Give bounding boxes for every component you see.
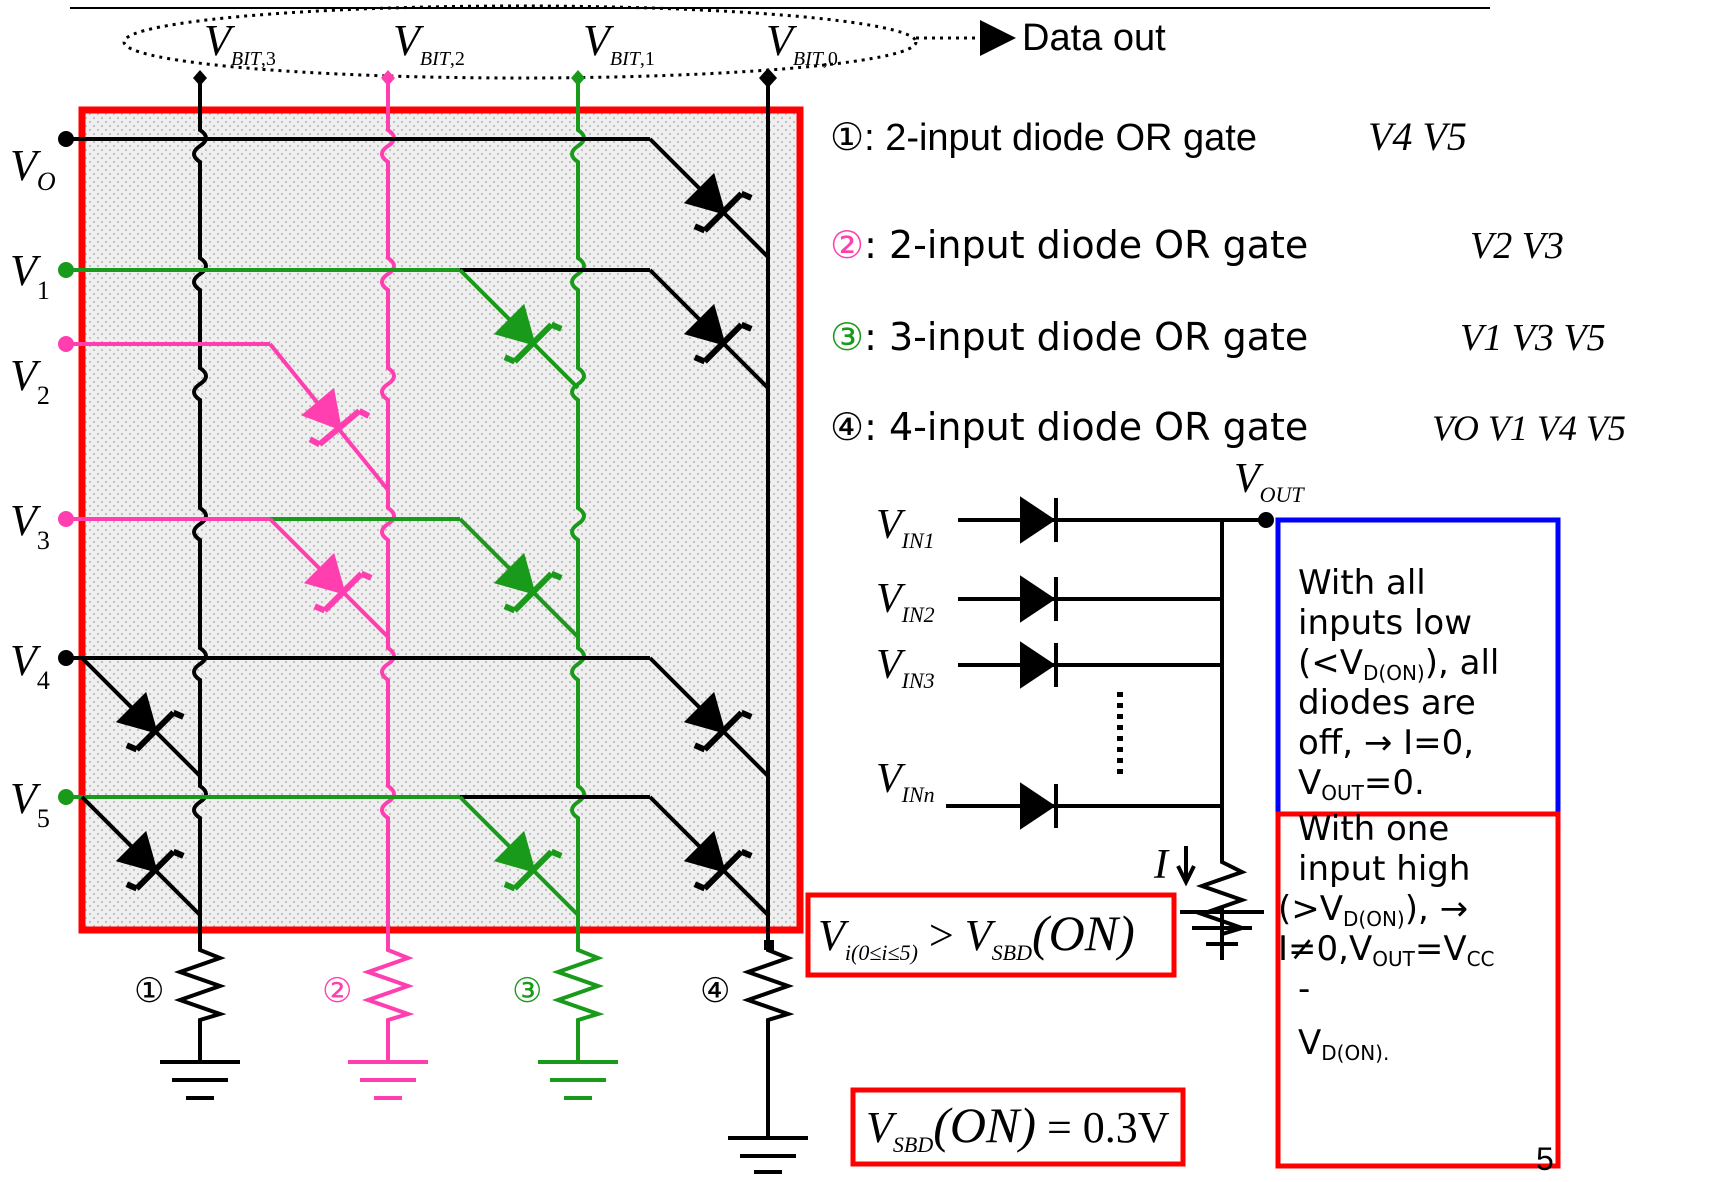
diode-v5-b3 — [80, 795, 202, 917]
vout-label: VOUT — [1234, 456, 1305, 507]
or-gate-schematic — [946, 496, 1274, 960]
formula-1: Vi(0≤i≤5) > VSBD(ON) — [818, 905, 1135, 965]
all-low-text: With all inputs low (<VD(ON)), all diode… — [1298, 563, 1510, 805]
vinn-label: VINn — [876, 756, 935, 807]
bitline-0-node — [759, 68, 777, 88]
wordline-v1 — [58, 262, 460, 278]
bitline-1 — [570, 78, 586, 950]
gate-1-inputs: V4 V5 — [1368, 114, 1467, 159]
diode-v4-b3 — [80, 656, 202, 778]
resistor-2 — [348, 945, 428, 1100]
diode-v1-b1 — [458, 268, 580, 390]
bitline-2 — [380, 78, 396, 950]
diode-v2-b2 — [268, 342, 390, 492]
gate-2-inputs: V2 V3 — [1470, 225, 1564, 267]
gate-1-text: ①: 2-input diode OR gate — [830, 117, 1257, 159]
wordline-v5-label: V5 — [10, 774, 50, 833]
diode-v5-b0 — [648, 795, 770, 917]
current-label: I — [1153, 842, 1170, 888]
data-out-ellipse — [122, 4, 918, 80]
data-out-label: Data out — [1022, 17, 1166, 59]
wordline-v2 — [58, 336, 270, 352]
diode-v1-b0 — [648, 268, 770, 390]
formula-2: VSBD(ON) = 0.3V — [866, 1097, 1170, 1157]
gate-4-inputs: VO V1 V4 V5 — [1432, 408, 1626, 448]
diode-v3-b1 — [458, 517, 580, 639]
bitline-3 — [192, 78, 208, 950]
diode-v4-b0 — [648, 656, 770, 778]
diode-v5-b1 — [458, 795, 580, 917]
bitline-2-label: VBIT,2 — [393, 16, 465, 70]
bitline-1-label: VBIT,1 — [583, 16, 655, 70]
resistor-4 — [728, 945, 808, 1174]
diode-vo-b0 — [648, 137, 770, 259]
resistor-2-marker: ② — [322, 971, 352, 1011]
gate-3-text: ③: 3-input diode OR gate — [830, 315, 1308, 359]
bitline-2-node — [381, 70, 395, 86]
formula-2-box — [850, 1087, 1186, 1167]
resistor-4-marker: ④ — [700, 971, 730, 1011]
wordline-vo-label: VO — [10, 141, 56, 196]
wordline-v4-label: V4 — [10, 636, 50, 695]
bitline-3-node — [193, 70, 207, 86]
one-high-text: With one input high (>VD(ON)), → I≠0,VOU… — [1278, 809, 1505, 1065]
page-number: 5 — [1536, 1141, 1554, 1177]
wordline-v3 — [58, 511, 270, 527]
resistor-3-marker: ③ — [512, 971, 542, 1011]
wordline-v1-label: V1 — [10, 246, 50, 305]
diode-v3-b2 — [268, 517, 390, 639]
wordline-v2-label: V2 — [10, 351, 50, 410]
formula-1-box — [805, 892, 1177, 978]
wordline-v5 — [58, 789, 460, 805]
vin1-label: VIN1 — [876, 502, 935, 553]
bitline-1-node — [571, 70, 585, 86]
resistor-1 — [160, 945, 240, 1100]
vin2-label: VIN2 — [876, 576, 935, 627]
gate-2-text: ②: 2-input diode OR gate — [830, 223, 1308, 267]
gate-4-text: ④: 4-input diode OR gate — [830, 405, 1308, 449]
all-low-box — [1275, 517, 1561, 817]
resistor-1-marker: ① — [134, 971, 164, 1011]
wordline-v4 — [58, 650, 650, 666]
gate-3-inputs: V1 V3 V5 — [1460, 317, 1606, 359]
one-high-box — [1275, 811, 1561, 1169]
vin3-label: VIN3 — [876, 642, 935, 693]
wordline-vo — [58, 131, 650, 147]
bitline-0-label: VBIT,0 — [766, 16, 838, 70]
bitline-3-label: VBIT,3 — [204, 16, 276, 70]
resistor-3 — [538, 945, 618, 1100]
wordline-v3-label: V3 — [10, 496, 50, 555]
